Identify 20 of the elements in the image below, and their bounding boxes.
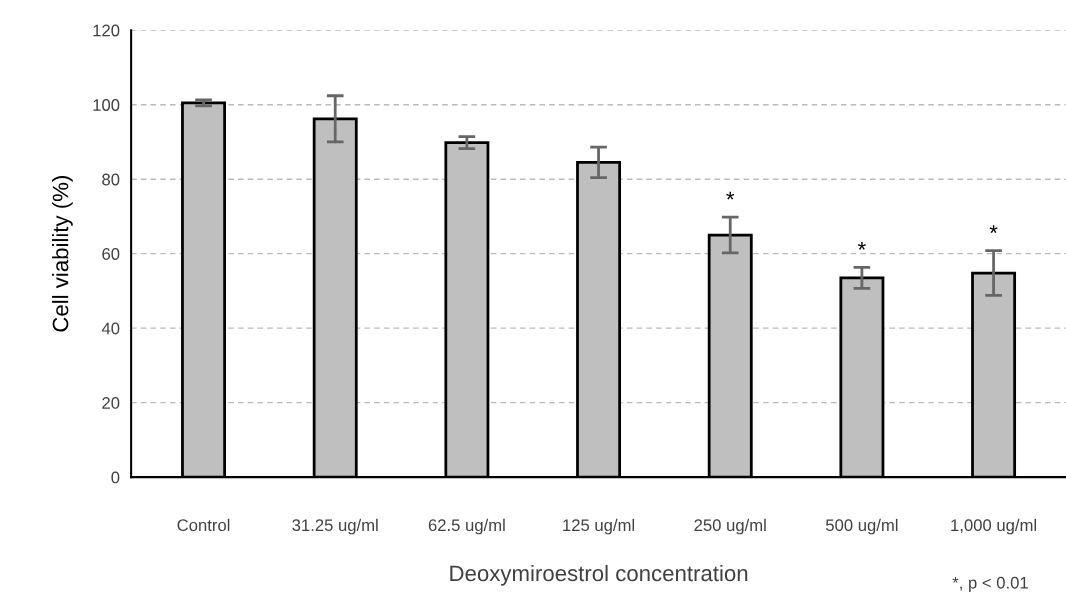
x-tick-label: 500 ug/ml [825, 518, 898, 535]
text: *, p < 0.01 [952, 576, 1028, 592]
x-tick-label: 125 ug/ml [563, 518, 635, 535]
x-tick-label: 250 ug/ml [694, 518, 766, 535]
x-tick-label: 1,000 ug/ml [951, 518, 1037, 535]
y-tick-label: 100 [93, 99, 120, 111]
annotation: * [857, 242, 866, 250]
y-tick-label: 40 [101, 322, 120, 335]
y-tick-label: 80 [102, 173, 120, 186]
x-tick-label: 62.5 ug/ml [428, 518, 505, 535]
y-axis-title: Cell viability (%) [52, 176, 73, 332]
annotation: * [726, 191, 735, 200]
y-tick-label: 20 [102, 397, 120, 409]
x-tick-label: 31.25 ug/ml [292, 518, 378, 535]
x-axis-title: Deoxymiroestrol concentration [450, 564, 748, 586]
y-tick-label: 60 [102, 248, 120, 260]
annotation: * [989, 225, 998, 234]
y-tick-label: 0 [111, 471, 120, 484]
y-tick-label: 120 [93, 24, 120, 37]
x-tick-label: Control [177, 518, 230, 532]
